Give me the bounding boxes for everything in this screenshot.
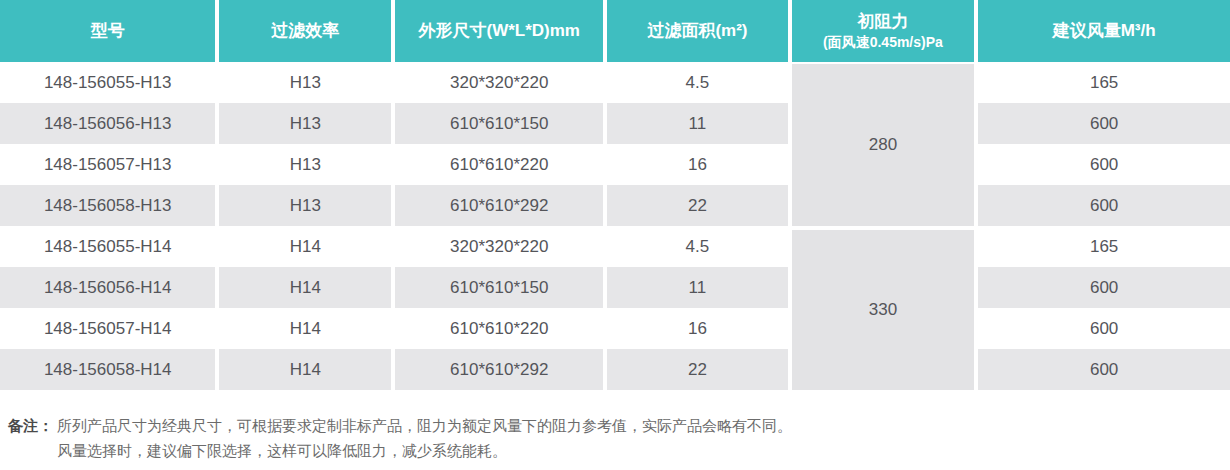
efficiency-cell: H14 xyxy=(219,308,391,349)
model-cell: 148-156058-H14 xyxy=(0,349,215,390)
notes-label: 备注： xyxy=(8,414,53,464)
header-area: 过滤面积(m²) xyxy=(607,0,787,62)
airflow-cell: 600 xyxy=(978,308,1230,349)
efficiency-cell: H14 xyxy=(219,226,391,267)
area-cell: 22 xyxy=(607,185,787,226)
table-group-h13: 148-156055-H13 H13 320*320*220 4.5 280 1… xyxy=(0,62,1230,226)
header-row: 型号 过滤效率 外形尺寸(W*L*D)mm 过滤面积(m²) 初阻力 (面风速0… xyxy=(0,0,1230,62)
notes: 备注： 所列产品尺寸为经典尺寸，可根据要求定制非标产品，阻力为额定风量下的阻力参… xyxy=(0,414,1230,464)
notes-body: 所列产品尺寸为经典尺寸，可根据要求定制非标产品，阻力为额定风量下的阻力参考值，实… xyxy=(57,414,792,464)
model-cell: 148-156056-H14 xyxy=(0,267,215,308)
model-cell: 148-156055-H14 xyxy=(0,226,215,267)
dimensions-cell: 610*610*292 xyxy=(395,349,603,390)
dimensions-cell: 610*610*292 xyxy=(395,185,603,226)
airflow-cell: 600 xyxy=(978,103,1230,144)
initial-resistance-merged-cell: 330 xyxy=(792,226,975,390)
airflow-cell: 600 xyxy=(978,267,1230,308)
model-cell: 148-156055-H13 xyxy=(0,62,215,103)
airflow-cell: 600 xyxy=(978,185,1230,226)
header-dimensions: 外形尺寸(W*L*D)mm xyxy=(395,0,603,62)
dimensions-cell: 320*320*220 xyxy=(395,226,603,267)
airflow-cell: 600 xyxy=(978,144,1230,185)
area-cell: 4.5 xyxy=(607,226,787,267)
model-cell: 148-156057-H14 xyxy=(0,308,215,349)
table-row: 148-156057-H13 H13 610*610*220 16 600 xyxy=(0,144,1230,185)
efficiency-cell: H14 xyxy=(219,267,391,308)
header-airflow: 建议风量M³/h xyxy=(978,0,1230,62)
airflow-cell: 165 xyxy=(978,226,1230,267)
area-cell: 11 xyxy=(607,267,787,308)
area-cell: 16 xyxy=(607,308,787,349)
note-line-2: 风量选择时，建议偏下限选择，这样可以降低阻力，减少系统能耗。 xyxy=(57,439,792,464)
dimensions-cell: 320*320*220 xyxy=(395,62,603,103)
efficiency-cell: H14 xyxy=(219,349,391,390)
airflow-cell: 600 xyxy=(978,349,1230,390)
area-cell: 11 xyxy=(607,103,787,144)
header-initial-resistance-title: 初阻力 xyxy=(857,12,908,31)
table-group-h14: 148-156055-H14 H14 320*320*220 4.5 330 1… xyxy=(0,226,1230,390)
efficiency-cell: H13 xyxy=(219,103,391,144)
airflow-cell: 165 xyxy=(978,62,1230,103)
table-row: 148-156055-H13 H13 320*320*220 4.5 280 1… xyxy=(0,62,1230,103)
header-model: 型号 xyxy=(0,0,215,62)
dimensions-cell: 610*610*150 xyxy=(395,103,603,144)
efficiency-cell: H13 xyxy=(219,185,391,226)
table-row: 148-156056-H14 H14 610*610*150 11 600 xyxy=(0,267,1230,308)
initial-resistance-merged-cell: 280 xyxy=(792,62,975,226)
header-efficiency: 过滤效率 xyxy=(219,0,391,62)
area-cell: 4.5 xyxy=(607,62,787,103)
dimensions-cell: 610*610*220 xyxy=(395,308,603,349)
spec-table: 型号 过滤效率 外形尺寸(W*L*D)mm 过滤面积(m²) 初阻力 (面风速0… xyxy=(0,0,1230,390)
table-header: 型号 过滤效率 外形尺寸(W*L*D)mm 过滤面积(m²) 初阻力 (面风速0… xyxy=(0,0,1230,62)
model-cell: 148-156058-H13 xyxy=(0,185,215,226)
header-initial-resistance-subtitle: (面风速0.45m/s)Pa xyxy=(794,34,973,52)
dimensions-cell: 610*610*150 xyxy=(395,267,603,308)
model-cell: 148-156056-H13 xyxy=(0,103,215,144)
table-row: 148-156056-H13 H13 610*610*150 11 600 xyxy=(0,103,1230,144)
table-row: 148-156055-H14 H14 320*320*220 4.5 330 1… xyxy=(0,226,1230,267)
efficiency-cell: H13 xyxy=(219,144,391,185)
area-cell: 16 xyxy=(607,144,787,185)
table-row: 148-156058-H14 H14 610*610*292 22 600 xyxy=(0,349,1230,390)
note-line-1: 所列产品尺寸为经典尺寸，可根据要求定制非标产品，阻力为额定风量下的阻力参考值，实… xyxy=(57,414,792,439)
table-row: 148-156057-H14 H14 610*610*220 16 600 xyxy=(0,308,1230,349)
dimensions-cell: 610*610*220 xyxy=(395,144,603,185)
efficiency-cell: H13 xyxy=(219,62,391,103)
header-initial-resistance: 初阻力 (面风速0.45m/s)Pa xyxy=(792,0,975,62)
table-row: 148-156058-H13 H13 610*610*292 22 600 xyxy=(0,185,1230,226)
area-cell: 22 xyxy=(607,349,787,390)
spec-table-container: 型号 过滤效率 外形尺寸(W*L*D)mm 过滤面积(m²) 初阻力 (面风速0… xyxy=(0,0,1230,390)
model-cell: 148-156057-H13 xyxy=(0,144,215,185)
